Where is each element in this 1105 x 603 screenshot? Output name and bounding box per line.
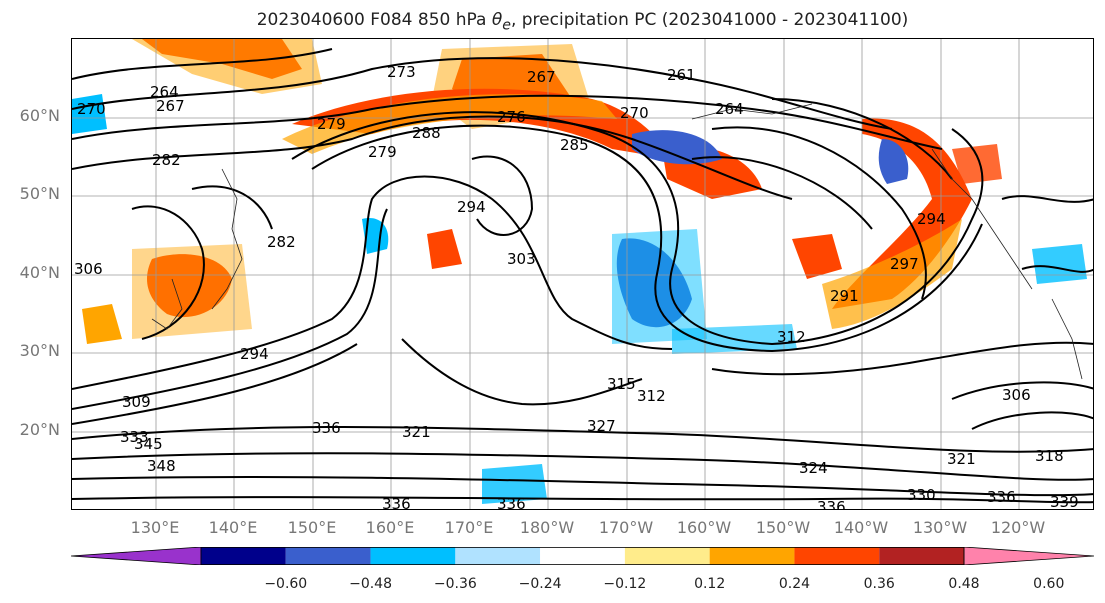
lon-label: 140°E: [208, 518, 258, 537]
contour-label: 294: [457, 198, 486, 216]
colorbar-tick-label: 0.60: [1033, 576, 1065, 592]
precipitation-shading: [72, 39, 1087, 504]
contour-label: 270: [77, 100, 106, 118]
lat-label: 50°N: [19, 184, 60, 203]
colorbar-tick-label: 0.12: [694, 576, 726, 592]
contour-label: 312: [777, 328, 806, 346]
contour-label: 282: [152, 151, 181, 169]
contour-label: 282: [267, 233, 296, 251]
contour-label: 348: [147, 457, 176, 475]
contour-label: 294: [240, 345, 269, 363]
contour-label: 336: [312, 419, 341, 437]
lat-label: 30°N: [19, 341, 60, 360]
colorbar-cell: [709, 547, 795, 565]
contour-label: 318: [1035, 447, 1064, 465]
lat-label: 40°N: [19, 263, 60, 282]
lon-label: 130°W: [912, 518, 968, 537]
colorbar-tick-label: −0.24: [518, 576, 562, 592]
contour-label: 336: [382, 495, 411, 510]
contour-label: 279: [317, 115, 346, 133]
contour-label: 309: [122, 393, 151, 411]
colorbar-cell: [285, 547, 371, 565]
contour-label: 345: [134, 435, 163, 453]
contour-label: 270: [620, 104, 649, 122]
contour-label: 306: [1002, 386, 1031, 404]
colorbar-frame: [200, 547, 965, 565]
map-canvas: 270 264 267 273 267 261 270 264 276 279 …: [72, 39, 1093, 510]
colorbar-cell: [455, 547, 541, 565]
contour-label: 261: [667, 66, 696, 84]
lat-label: 60°N: [19, 106, 60, 125]
contour-label: 288: [412, 124, 441, 142]
lon-label: 160°E: [365, 518, 415, 537]
contour-label: 336: [817, 498, 846, 510]
colorbar: [71, 547, 1094, 565]
contour-label: 315: [607, 375, 636, 393]
lon-label: 150°W: [755, 518, 811, 537]
contour-label: 333: [120, 428, 149, 446]
colorbar-cell: [370, 547, 456, 565]
contour-label: 279: [368, 143, 397, 161]
contour-label: 291: [830, 287, 859, 305]
contour-label: 303: [507, 250, 536, 268]
coastline-icon: [151, 103, 1083, 380]
colorbar-cell: [201, 547, 286, 565]
contour-label: 327: [587, 417, 616, 435]
contour-label: 339: [1050, 493, 1079, 510]
colorbar-cell: [794, 547, 880, 565]
contour-label: 273: [387, 63, 416, 81]
colorbar-cell: [624, 547, 710, 565]
contour-label: 324: [799, 459, 828, 477]
colorbar-tick-label: 0.24: [778, 576, 811, 592]
contour-label: 297: [890, 255, 919, 273]
colorbar-tick-label: −0.36: [433, 576, 477, 592]
colorbar-tick-label: 0.48: [948, 576, 980, 592]
contour-label: 264: [715, 100, 744, 118]
colorbar-extend-high: [963, 547, 1094, 565]
colorbar-tick-label: −0.60: [264, 576, 308, 592]
contour-label: 336: [987, 488, 1016, 506]
colorbar-extend-low: [71, 547, 202, 565]
contour-labels: 270 264 267 273 267 261 270 264 276 279 …: [74, 63, 1079, 510]
map-panel: 270 264 267 273 267 261 270 264 276 279 …: [71, 38, 1094, 510]
contour-label: 330: [907, 486, 936, 504]
lon-label: 170°W: [598, 518, 654, 537]
contour-label: 312: [637, 387, 666, 405]
contour-label: 285: [560, 136, 589, 154]
contour-lines-icon: [72, 48, 1093, 504]
contour-label: 267: [156, 97, 185, 115]
contour-label: 276: [497, 108, 526, 126]
contour-label: 321: [947, 450, 976, 468]
colorbar-cell: [879, 547, 964, 565]
colorbar-cell: [540, 547, 625, 565]
contour-label: 267: [527, 68, 556, 86]
map-title: 2023040600 F084 850 hPa θe, precipitatio…: [256, 10, 909, 34]
colorbar-tick-label: −0.48: [349, 576, 392, 592]
lon-label: 180°W: [519, 518, 575, 537]
contour-label: 306: [74, 260, 103, 278]
lon-label: 170°E: [444, 518, 494, 537]
lon-label: 130°E: [130, 518, 180, 537]
lon-label: 120°W: [990, 518, 1046, 537]
lon-label: 150°E: [287, 518, 337, 537]
contour-label: 264: [150, 83, 179, 101]
lon-label: 160°W: [676, 518, 732, 537]
colorbar-tick-label: 0.36: [863, 576, 895, 592]
lon-label: 140°W: [833, 518, 889, 537]
lat-label: 20°N: [19, 420, 60, 439]
contour-label: 336: [497, 495, 526, 510]
colorbar-tick-label: −0.12: [603, 576, 647, 592]
contour-label: 321: [402, 423, 431, 441]
contour-label: 294: [917, 210, 946, 228]
